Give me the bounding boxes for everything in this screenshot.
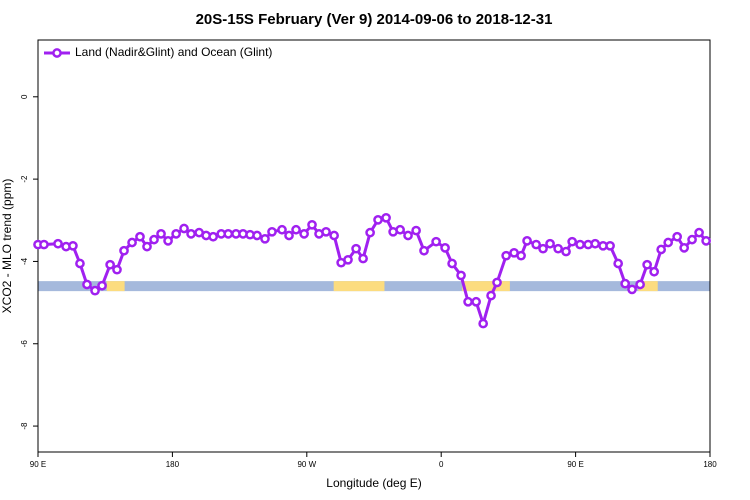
data-point [291,224,301,235]
data-point [522,236,532,246]
data-point [403,230,413,241]
y-axis-label: XCO2 - MLO trend (ppm) [0,179,14,314]
data-point [381,212,391,223]
data-point [545,238,555,249]
data-point [687,234,697,245]
data-point [343,254,353,265]
data-point [516,250,526,261]
data-point [531,239,542,250]
data-point [395,224,405,235]
data-point [486,290,496,301]
data-point [142,241,152,252]
data-point [186,229,196,239]
data-point [358,253,368,264]
data-point [135,231,145,242]
data-point [635,279,645,290]
data-point [701,236,711,246]
data-point [223,229,234,239]
x-tick-label: 180 [703,460,717,469]
data-point [260,233,270,244]
y-tick-label: 0 [20,94,29,99]
data-point [307,219,317,230]
data-point [561,246,571,257]
data-point [68,240,78,251]
data-point [672,231,682,242]
legend-marker [52,48,62,58]
x-axis-label: Longitude (deg E) [326,476,421,490]
data-point [567,236,578,247]
data-point [90,285,100,296]
data-point [431,236,441,247]
data-point [53,238,63,249]
data-point [365,227,375,238]
data-point [463,296,473,307]
x-tick-label: 90 E [30,460,46,469]
data-point [75,258,85,269]
data-point [179,223,189,234]
data-point [419,245,429,256]
data-point [656,244,667,255]
data-point [478,318,489,329]
surface-segment [462,281,510,292]
x-tick-label: 0 [439,460,444,469]
data-point [663,237,674,248]
data-point [82,279,92,290]
data-point [471,296,481,307]
y-tick-label: -2 [20,175,29,183]
surface-segment [106,281,125,292]
data-point [156,229,166,239]
data-point [208,231,219,242]
data-point [642,259,652,270]
data-point [171,229,181,239]
data-point [267,226,277,237]
legend-label: Land (Nadir&Glint) and Ocean (Glint) [75,45,272,59]
data-point [538,243,548,254]
data-point [411,225,421,236]
data-point [447,258,457,269]
data-point [149,234,159,245]
data-point [694,227,704,238]
data-point [373,215,383,225]
data-point [97,280,107,291]
data-point [252,230,262,241]
data-point [501,250,512,261]
data-point [277,224,287,235]
data-point [105,259,115,270]
data-point [613,258,624,269]
data-point [299,229,309,239]
data-point [627,284,637,295]
data-point [649,266,659,277]
data-point [575,239,585,250]
data-point [321,226,331,237]
data-point [679,243,690,253]
data-point [492,277,502,288]
surface-segment [333,281,385,292]
surface-segment [638,281,658,292]
data-point [127,237,137,248]
data-point [119,245,129,256]
data-point [112,264,122,275]
y-tick-label: -6 [20,340,29,348]
chart-title: 20S-15S February (Ver 9) 2014-09-06 to 2… [196,11,553,28]
data-point [284,230,294,241]
data-point [590,238,601,249]
data-point [329,230,339,241]
data-point [440,243,450,253]
data-point [553,243,563,254]
data-point [456,270,466,281]
x-tick-label: 90 W [297,460,316,469]
data-point [605,240,615,251]
data-point [163,236,173,246]
y-tick-label: -8 [20,422,29,430]
x-tick-label: 180 [166,460,180,469]
data-point [620,278,631,289]
y-tick-label: -4 [20,257,29,265]
data-point [39,239,49,250]
x-tick-label: 90 E [567,460,583,469]
data-point [351,243,361,254]
